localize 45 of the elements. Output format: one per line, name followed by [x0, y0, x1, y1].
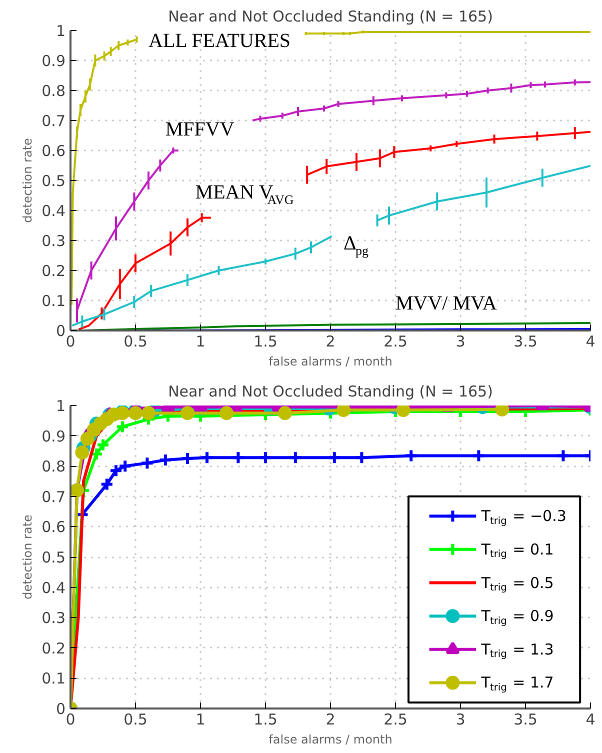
y-tick-label: 0.5 — [42, 172, 66, 190]
chart-title: Near and Not Occluded Standing (N = 165) — [168, 382, 493, 400]
y-tick-label: 1 — [56, 22, 66, 40]
annotation: MFFVV — [165, 118, 235, 140]
x-tick-label: 4 — [586, 332, 596, 350]
y-tick-label: 0.7 — [42, 112, 66, 130]
y-tick-label: 1 — [56, 397, 66, 415]
y-tick-label: 0.2 — [42, 639, 66, 658]
x-tick-label: 0.5 — [124, 332, 148, 350]
x-tick-label: 3 — [456, 710, 466, 728]
y-tick-label: 0.6 — [42, 142, 66, 160]
y-tick-label: 0.3 — [42, 609, 66, 628]
x-tick-label: 3.5 — [514, 710, 538, 728]
y-tick-label: 0.6 — [42, 518, 66, 536]
y-tick-label: 0.1 — [42, 670, 66, 688]
x-tick-label: 2 — [326, 710, 336, 728]
x-tick-label: 2.5 — [384, 332, 408, 350]
y-tick-label: 0.5 — [42, 548, 66, 566]
y-tick-label: 0.1 — [42, 292, 66, 310]
y-tick-label: 0.9 — [42, 52, 66, 70]
x-axis-title: false alarms / month — [268, 732, 392, 746]
y-tick-label: 0.2 — [42, 262, 66, 280]
y-tick-label: 0.8 — [42, 82, 66, 100]
y-axis-title: detection rate — [20, 138, 35, 223]
y-tick-label: 0.9 — [42, 427, 66, 446]
y-tick-label: 0.4 — [42, 202, 66, 220]
x-tick-label: 1 — [196, 332, 206, 350]
y-tick-label: 0.8 — [42, 458, 66, 476]
x-tick-label: 1.5 — [254, 710, 278, 728]
x-tick-label: 2 — [326, 332, 336, 350]
x-tick-label: 4 — [586, 710, 596, 728]
annotation: ALL FEATURES — [148, 30, 291, 52]
annotation: MVV/ MVA — [396, 292, 498, 314]
x-axis-title: false alarms / month — [268, 354, 392, 368]
x-tick-label: 3 — [456, 332, 466, 350]
x-tick-label: 2.5 — [384, 710, 408, 728]
y-tick-label: 0.4 — [42, 578, 66, 597]
y-axis-title: detection rate — [20, 514, 35, 600]
x-tick-label: 1.5 — [254, 332, 278, 350]
x-tick-label: 1 — [196, 710, 206, 728]
x-tick-label: 0.5 — [124, 710, 148, 728]
x-tick-label: 3.5 — [514, 332, 538, 350]
y-tick-label: 0.7 — [42, 488, 66, 506]
y-tick-label: 0.3 — [42, 232, 66, 250]
chart-title: Near and Not Occluded Standing (N = 165) — [168, 8, 493, 26]
